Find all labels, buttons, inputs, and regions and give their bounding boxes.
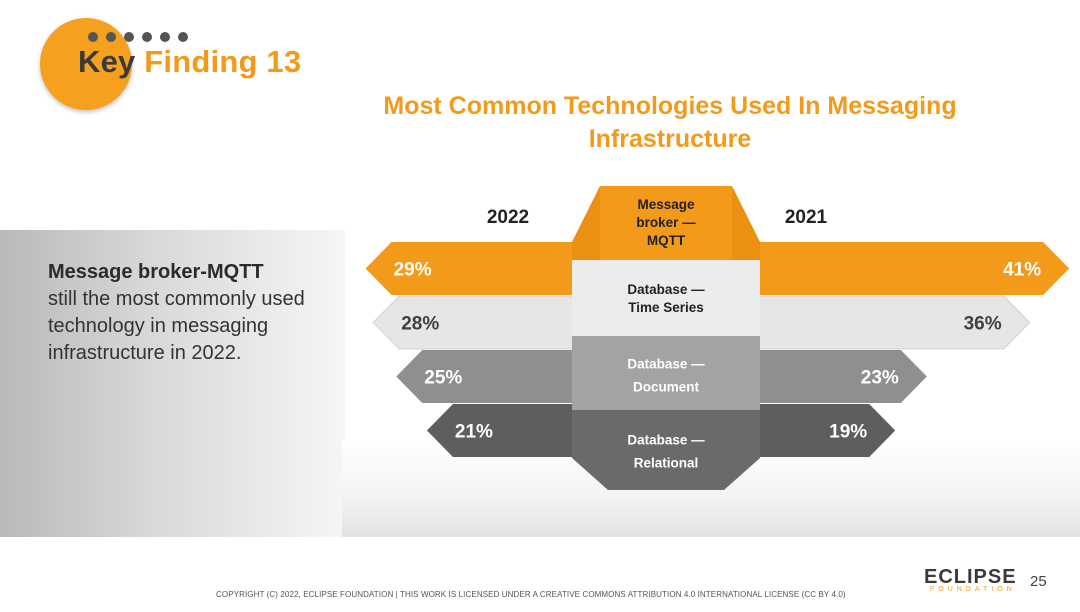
decorative-dots — [88, 32, 188, 42]
bar-2022-2 — [396, 350, 576, 403]
chart-title-line-1: Most Common Technologies Used In Messagi… — [383, 92, 957, 120]
value-2021-0: 41% — [1003, 260, 1041, 281]
bar-2022-3 — [426, 404, 576, 457]
category-label-2: Document — [633, 380, 700, 395]
key-finding-title: Key Finding 13 — [78, 44, 301, 80]
takeaway-body: still the most commonly used technology … — [48, 288, 305, 364]
category-label-1: Database — — [627, 282, 705, 297]
finding-number: Finding 13 — [144, 44, 302, 79]
bar-2021-0 — [756, 242, 1070, 295]
category-label-1: Time Series — [628, 300, 704, 315]
category-box-2 — [572, 336, 760, 410]
copyright-notice: COPYRIGHT (C) 2022, ECLIPSE FOUNDATION |… — [216, 590, 846, 599]
bar-2021-3 — [756, 404, 896, 457]
value-2021-1: 36% — [964, 314, 1002, 335]
value-2022-0: 29% — [394, 260, 432, 281]
category-label-0: MQTT — [647, 233, 686, 248]
key-finding-badge — [40, 18, 132, 110]
page-number: 25 — [1030, 573, 1047, 590]
category-label-3: Database — — [627, 433, 705, 448]
category-box-1 — [572, 260, 760, 336]
value-2022-3: 21% — [455, 422, 493, 443]
year-label-2021: 2021 — [785, 207, 828, 228]
bar-2022-0 — [365, 242, 576, 295]
value-2022-1: 28% — [401, 314, 439, 335]
value-2022-2: 25% — [424, 368, 462, 389]
category-label-3: Relational — [634, 456, 699, 471]
category-box-0 — [572, 186, 760, 260]
takeaway-bold: Message broker-MQTT — [48, 261, 264, 283]
chart-title: Most Common Technologies Used In Messagi… — [340, 90, 1000, 156]
chart-title-line-2: Infrastructure — [588, 125, 752, 153]
category-label-2: Database — — [627, 357, 705, 372]
takeaway-panel — [0, 230, 345, 537]
bar-2021-2 — [756, 350, 927, 403]
category-box-shade — [732, 186, 760, 260]
logo-subtitle: FOUNDATION — [930, 586, 1016, 593]
category-label-0: Message — [637, 197, 695, 212]
takeaway-text: Message broker-MQTT still the most commo… — [48, 259, 338, 367]
value-2021-2: 23% — [861, 368, 899, 389]
logo-name: ECLIPSE — [924, 566, 1017, 588]
key-word: Key — [78, 44, 136, 79]
category-box-shade — [572, 186, 600, 260]
year-label-2022: 2022 — [487, 207, 529, 228]
eclipse-logo: ECLIPSE FOUNDATION — [924, 566, 1017, 593]
category-box-3 — [572, 410, 760, 490]
value-2021-3: 19% — [829, 422, 867, 443]
category-label-0: broker — — [636, 215, 696, 230]
